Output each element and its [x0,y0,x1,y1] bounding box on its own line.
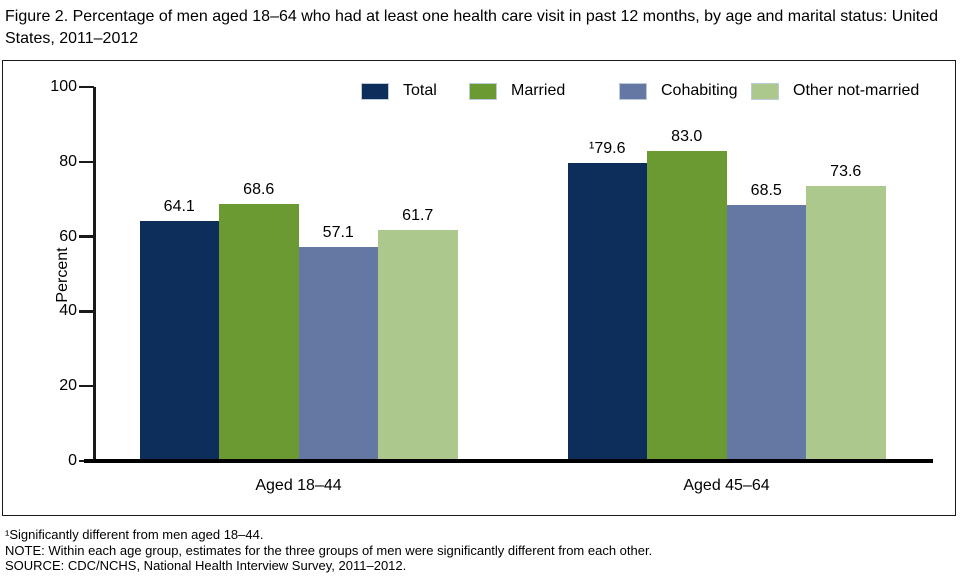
bar-value-label: 64.1 [163,198,195,216]
bar-value-label: 68.6 [243,181,275,199]
bar [647,150,727,463]
legend-item: Total [361,82,437,100]
y-tick-label: 40 [59,302,77,320]
legend-label: Cohabiting [661,82,738,99]
bar [567,163,647,463]
bar-value-label: 68.5 [750,181,782,199]
bar [726,204,806,463]
footnote-line: ¹Significantly different from men aged 1… [5,527,264,542]
x-axis-line [84,459,933,463]
y-tick-label: 60 [59,227,77,245]
legend-swatch-icon [361,82,389,100]
y-tick-mark [79,85,94,89]
legend-item: Other not-married [751,82,919,100]
legend-item: Married [469,82,565,100]
bar-value-label: ¹79.6 [589,140,626,158]
legend-swatch-icon [469,82,497,100]
bar-value-label: 57.1 [322,224,354,242]
x-category-label: Aged 45–64 [683,477,770,494]
footnote-line: SOURCE: CDC/NCHS, National Health Interv… [5,558,407,573]
y-tick-mark [79,160,94,164]
chart-panel: Total Married Cohabiting Other not-married … [2,60,956,516]
y-tick-mark [79,235,94,238]
legend-swatch-icon [751,82,779,100]
y-tick-label: 100 [50,78,77,95]
bar-value-label: 83.0 [671,127,703,145]
bar-value-label: 61.7 [402,207,434,225]
bar [139,221,219,463]
bar-value-label: 73.6 [830,162,862,180]
y-tick-label: 0 [68,452,77,469]
y-tick-label: 20 [59,377,77,395]
y-tick-mark [79,310,94,313]
legend-item: Cohabiting [619,82,738,100]
y-tick-mark [79,384,94,388]
y-tick-label: 80 [59,152,77,170]
legend-label: Total [403,82,437,99]
footnote-line: NOTE: Within each age group, estimates f… [5,542,653,558]
legend-label: Other not-married [793,82,920,99]
bar [806,185,886,463]
legend-label: Married [511,82,566,99]
legend-swatch-icon [619,82,647,100]
bar [298,247,378,463]
x-category-label: Aged 18–44 [255,477,342,494]
bar [219,204,299,463]
footnotes: ¹Significantly different from men aged 1… [5,527,949,574]
figure-title: Figure 2. Percentage of men aged 18–64 w… [5,8,939,47]
y-axis-line [93,87,96,461]
bar [378,230,458,463]
